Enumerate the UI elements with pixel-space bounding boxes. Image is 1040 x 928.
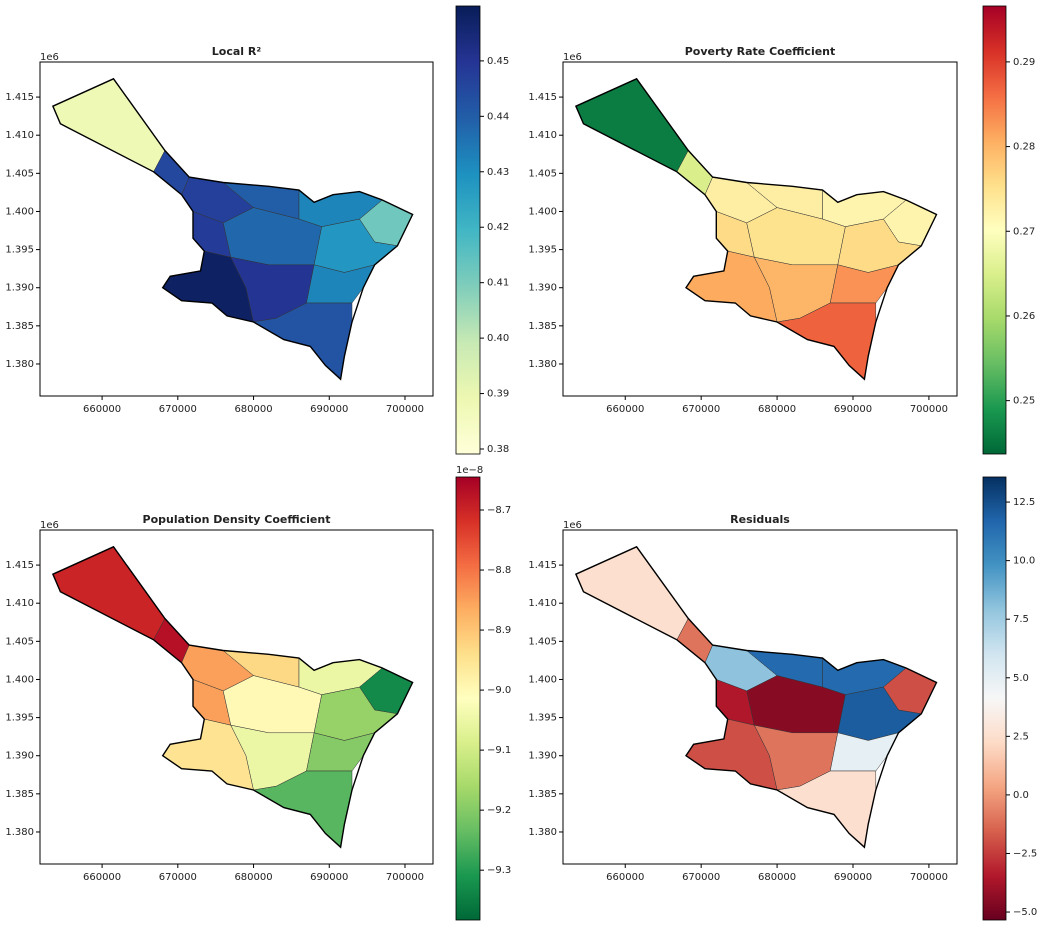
x-tick-label: 690000 [834, 872, 872, 883]
y-tick-label: 1.400 [528, 206, 557, 217]
x-tick-label: 670000 [682, 404, 720, 415]
colorbar-offset-label: 1e−8 [456, 465, 483, 476]
colorbar [455, 476, 481, 921]
colorbar-tick-label: 2.5 [1013, 731, 1029, 742]
x-tick-label: 680000 [758, 404, 796, 415]
y-tick-label: 1.385 [528, 789, 557, 800]
y-tick-label: 1.385 [5, 789, 34, 800]
colorbar-tick-label: 0.40 [487, 333, 509, 344]
x-tick-label: 690000 [310, 872, 348, 883]
y-tick-label: 1.395 [528, 245, 557, 256]
offset-label: 1e6 [563, 520, 582, 531]
colorbar-tick-label: −8.7 [487, 505, 511, 516]
y-tick-label: 1.405 [528, 636, 557, 647]
offset-label: 1e6 [563, 52, 582, 63]
y-tick-label: 1.385 [5, 321, 34, 332]
x-tick-label: 660000 [606, 872, 644, 883]
chart-title: Population Density Coefficient [143, 513, 331, 526]
x-tick-label: 700000 [386, 404, 424, 415]
y-tick-label: 1.410 [528, 598, 557, 609]
city-outline [574, 77, 938, 381]
colorbar-tick-label: 0.44 [487, 111, 509, 122]
y-tick-label: 1.390 [5, 283, 34, 294]
colorbar-tick-label: −9.3 [487, 865, 511, 876]
colorbar-tick-label: −8.9 [487, 625, 511, 636]
y-tick-label: 1.410 [5, 598, 34, 609]
colorbar-tick-label: 5.0 [1013, 673, 1029, 684]
y-tick-label: 1.395 [528, 713, 557, 724]
colorbar-tick-label: 0.25 [1013, 396, 1035, 407]
x-tick-label: 670000 [159, 404, 197, 415]
colorbar [982, 476, 1007, 921]
colorbar-tick-label: 0.38 [487, 444, 509, 455]
colorbar-tick-label: 0.43 [487, 167, 509, 178]
y-tick-label: 1.395 [5, 713, 34, 724]
x-tick-label: 700000 [910, 872, 948, 883]
y-tick-label: 1.400 [5, 674, 34, 685]
y-tick-label: 1.415 [5, 560, 34, 571]
city-outline [574, 545, 938, 849]
colorbar-tick-label: −9.1 [487, 745, 511, 756]
colorbar-tick-label: 0.29 [1013, 57, 1035, 68]
colorbar-tick-label: 0.28 [1013, 142, 1035, 153]
y-tick-label: 1.395 [5, 245, 34, 256]
y-tick-label: 1.385 [528, 321, 557, 332]
colorbar-tick-label: 10.0 [1013, 556, 1035, 567]
colorbar-tick-label: 12.5 [1013, 497, 1035, 508]
y-tick-label: 1.390 [528, 751, 557, 762]
y-tick-label: 1.400 [5, 206, 34, 217]
x-tick-label: 670000 [159, 872, 197, 883]
y-tick-label: 1.415 [528, 560, 557, 571]
city-outline [51, 77, 414, 381]
x-tick-label: 690000 [834, 404, 872, 415]
chart-title: Residuals [730, 513, 790, 526]
colorbar-tick-label: −9.0 [487, 685, 511, 696]
y-tick-label: 1.400 [528, 674, 557, 685]
colorbar-tick-label: −5.0 [1013, 907, 1037, 918]
offset-label: 1e6 [40, 520, 59, 531]
x-tick-label: 680000 [234, 872, 272, 883]
x-tick-label: 660000 [83, 872, 121, 883]
colorbar-tick-label: 0.41 [487, 278, 509, 289]
x-tick-label: 680000 [758, 872, 796, 883]
colorbar [982, 5, 1007, 455]
colorbar-tick-label: 0.39 [487, 389, 509, 400]
colorbar [455, 5, 481, 455]
colorbar-tick-label: 0.27 [1013, 226, 1035, 237]
colorbar-tick-label: 7.5 [1013, 614, 1029, 625]
y-tick-label: 1.380 [5, 827, 34, 838]
x-tick-label: 700000 [386, 872, 424, 883]
y-tick-label: 1.415 [528, 92, 557, 103]
colorbar-tick-label: 0.26 [1013, 311, 1035, 322]
y-tick-label: 1.390 [528, 283, 557, 294]
x-tick-label: 690000 [310, 404, 348, 415]
y-tick-label: 1.380 [5, 359, 34, 370]
y-tick-label: 1.415 [5, 92, 34, 103]
y-tick-label: 1.405 [5, 636, 34, 647]
chart-title: Poverty Rate Coefficient [685, 45, 836, 58]
colorbar-tick-label: −2.5 [1013, 848, 1037, 859]
x-tick-label: 680000 [234, 404, 272, 415]
y-tick-label: 1.410 [5, 130, 34, 141]
chart-title: Local R² [212, 45, 262, 58]
y-tick-label: 1.380 [528, 827, 557, 838]
colorbar-tick-label: 0.42 [487, 222, 509, 233]
colorbar-tick-label: −8.8 [487, 565, 511, 576]
x-tick-label: 660000 [606, 404, 644, 415]
y-tick-label: 1.405 [528, 168, 557, 179]
colorbar-tick-label: −9.2 [487, 805, 511, 816]
y-tick-label: 1.380 [528, 359, 557, 370]
colorbar-tick-label: 0.45 [487, 56, 509, 67]
city-outline [51, 545, 414, 849]
offset-label: 1e6 [40, 52, 59, 63]
x-tick-label: 670000 [682, 872, 720, 883]
y-tick-label: 1.405 [5, 168, 34, 179]
x-tick-label: 700000 [910, 404, 948, 415]
y-tick-label: 1.390 [5, 751, 34, 762]
y-tick-label: 1.410 [528, 130, 557, 141]
x-tick-label: 660000 [83, 404, 121, 415]
colorbar-tick-label: 0.0 [1013, 790, 1029, 801]
